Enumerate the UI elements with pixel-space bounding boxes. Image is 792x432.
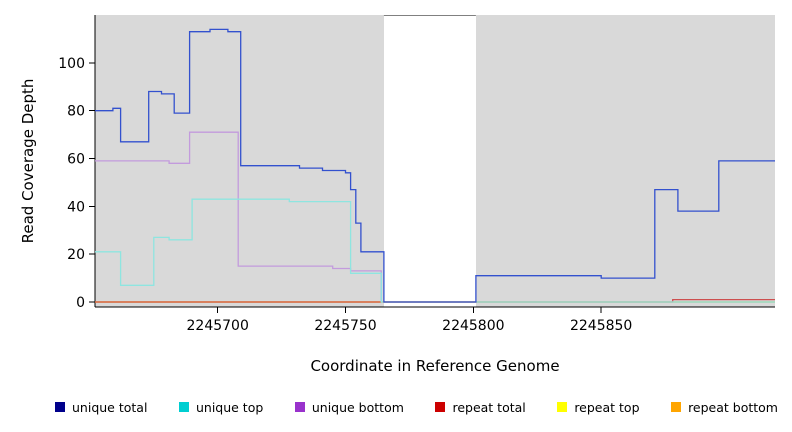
legend-label: repeat bottom (688, 399, 778, 415)
gap-band (383, 15, 476, 307)
legend-label: unique bottom (311, 399, 404, 415)
series-line-unique-total (95, 28, 775, 303)
y-tick-label: 100 (58, 56, 85, 72)
x-tick-label: 2245800 (442, 318, 504, 334)
y-tick-label: 20 (67, 247, 85, 263)
legend-swatch-icon (178, 402, 189, 412)
legend-label: repeat top (574, 399, 640, 415)
legend-item-unique-top: unique top (178, 399, 264, 415)
y-tick-label: 80 (67, 104, 85, 120)
legend-swatch-icon (294, 402, 305, 412)
x-axis-title: Coordinate in Reference Genome (310, 357, 560, 375)
y-tick-label: 60 (67, 152, 85, 168)
legend-label: unique top (195, 399, 264, 415)
x-tick-label: 2245850 (570, 318, 632, 334)
legend: unique total unique top unique bottom repea… (55, 398, 778, 416)
legend-swatch-icon (435, 402, 446, 412)
legend-item-repeat-top: repeat top (557, 399, 640, 415)
x-tick-label: 2245750 (314, 318, 376, 334)
legend-item-unique-total: unique total (55, 400, 147, 415)
legend-label: repeat total (452, 399, 526, 415)
legend-item-repeat-total: repeat total (435, 399, 526, 415)
series-line-unique-top (95, 198, 775, 303)
legend-swatch-icon (557, 402, 568, 412)
legend-swatch-icon (55, 402, 65, 412)
series-line-unique-bottom (95, 131, 775, 303)
y-tick-label: 40 (67, 199, 85, 215)
x-tick-label: 2245700 (187, 318, 249, 334)
legend-swatch-icon (671, 402, 682, 412)
legend-item-unique-bottom: unique bottom (294, 399, 404, 415)
legend-item-repeat-bottom: repeat bottom (671, 400, 778, 415)
y-axis-title: Read Coverage Depth (19, 78, 37, 244)
y-tick-label: 0 (76, 295, 85, 311)
legend-label: unique total (72, 399, 148, 415)
